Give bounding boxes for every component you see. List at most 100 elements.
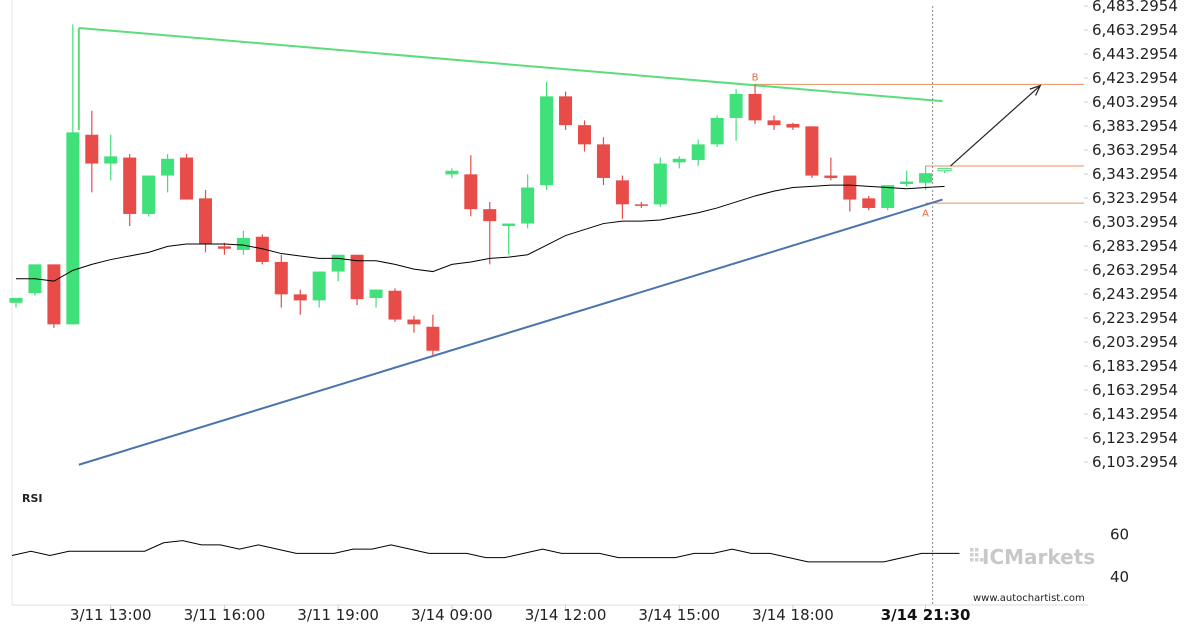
watermark: ICMarkets www.autochartist.com (970, 545, 1095, 604)
candle-body (369, 289, 383, 298)
candle-body (217, 246, 231, 249)
rsi-tick-label: 40 (1110, 568, 1129, 586)
y-tick-label: 6,423.2954 (1092, 69, 1178, 87)
point-a-label: A (922, 208, 929, 219)
candle-body (350, 254, 364, 300)
candle-body (312, 271, 326, 301)
logo-dot (970, 553, 974, 557)
candlesticks (9, 24, 952, 356)
candle-body (521, 187, 535, 224)
candle-body (862, 198, 876, 208)
candle-body (578, 125, 591, 145)
y-tick-label: 6,363.2954 (1092, 141, 1178, 159)
x-tick-label: 3/11 13:00 (70, 606, 152, 624)
logo-dot (970, 548, 974, 552)
candle-body (104, 156, 118, 164)
y-tick-label: 6,103.2954 (1092, 453, 1178, 471)
y-tick-label: 6,343.2954 (1092, 165, 1178, 183)
candle-body (388, 290, 402, 320)
candle-body (634, 204, 648, 206)
rsi-label: RSI (22, 492, 43, 505)
candle-body (464, 174, 478, 210)
x-tick-label: 3/11 19:00 (297, 606, 379, 624)
watermark-brand: ICMarkets (982, 545, 1095, 569)
logo-dot (975, 558, 979, 562)
x-tick-label: 3/14 21:30 (881, 606, 971, 624)
candle-body (331, 254, 345, 272)
candle-body (540, 96, 554, 186)
candle-body (236, 237, 250, 250)
candle-body (919, 173, 933, 183)
y-tick-label: 6,163.2954 (1092, 381, 1178, 399)
icmarkets-logo-icon (970, 548, 984, 562)
candle-body (596, 144, 610, 178)
logo-dot (975, 548, 979, 552)
candle-body (407, 319, 421, 325)
candle-body (9, 297, 23, 303)
y-axis: 6,483.2954 6,463.2954 6,443.2954 6,423.2954… (1084, 0, 1178, 471)
resistance-line (78, 26, 943, 103)
candle-body (900, 181, 914, 184)
candle-body (767, 120, 781, 126)
candle-body (805, 126, 819, 176)
y-tick-label: 6,283.2954 (1092, 237, 1178, 255)
candle-body (824, 175, 838, 178)
logo-dot (975, 553, 979, 557)
y-tick-label: 6,243.2954 (1092, 285, 1178, 303)
candle-body (748, 93, 762, 121)
y-tick-label: 6,303.2954 (1092, 213, 1178, 231)
candle-body (161, 158, 175, 176)
watermark-url: www.autochartist.com (973, 593, 1085, 604)
y-tick-label: 6,263.2954 (1092, 261, 1178, 279)
support-line (78, 198, 943, 466)
y-tick-label: 6,443.2954 (1092, 45, 1178, 63)
candle-body (142, 175, 156, 214)
y-tick-label: 6,123.2954 (1092, 429, 1178, 447)
candle-body (729, 93, 743, 118)
candle-body (293, 294, 307, 301)
rsi-line (11, 540, 960, 563)
x-tick-label: 3/14 18:00 (752, 606, 834, 624)
x-tick-label: 3/11 16:00 (184, 606, 266, 624)
candle-body (786, 123, 800, 128)
candle-body (66, 132, 80, 325)
moving-average (16, 184, 945, 282)
x-tick-label: 3/14 12:00 (525, 606, 607, 624)
candle-body (85, 134, 99, 164)
y-tick-label: 6,483.2954 (1092, 0, 1178, 15)
candle-body (843, 175, 857, 200)
y-tick-label: 6,383.2954 (1092, 117, 1178, 135)
logo-dot (980, 558, 984, 562)
candle-body (672, 158, 686, 163)
y-tick-label: 6,183.2954 (1092, 357, 1178, 375)
candle-body (274, 261, 288, 295)
pattern-annotations: BA (752, 6, 1042, 605)
rsi-tick-label: 60 (1110, 525, 1129, 543)
x-tick-label: 3/14 09:00 (411, 606, 493, 624)
logo-dot (970, 558, 974, 562)
y-tick-label: 6,203.2954 (1092, 333, 1178, 351)
y-tick-label: 6,463.2954 (1092, 21, 1178, 39)
moving-average-line (16, 184, 945, 282)
x-axis: 3/11 13:00 3/11 16:00 3/11 19:00 3/14 09:00… (70, 605, 971, 624)
forecast-arrow-head (1029, 84, 1042, 96)
y-tick-label: 6,403.2954 (1092, 93, 1178, 111)
candle-body (559, 96, 573, 126)
candle-body (502, 223, 516, 226)
y-tick-label: 6,323.2954 (1092, 189, 1178, 207)
candle-body (881, 185, 895, 208)
x-tick-label: 3/14 15:00 (638, 606, 720, 624)
trend-lines (77, 26, 943, 466)
candle-body (123, 157, 137, 214)
chart-grid (11, 0, 1088, 606)
forecast-arrow (950, 85, 1041, 167)
price-levels (755, 83, 1084, 204)
candle-body (426, 326, 440, 351)
y-tick-label: 6,143.2954 (1092, 405, 1178, 423)
candle-body (445, 170, 459, 175)
candle-body (710, 117, 724, 145)
y-tick-label: 6,223.2954 (1092, 309, 1178, 327)
candle-body (615, 180, 629, 205)
candle-body (47, 264, 61, 325)
candle-body (937, 167, 952, 172)
